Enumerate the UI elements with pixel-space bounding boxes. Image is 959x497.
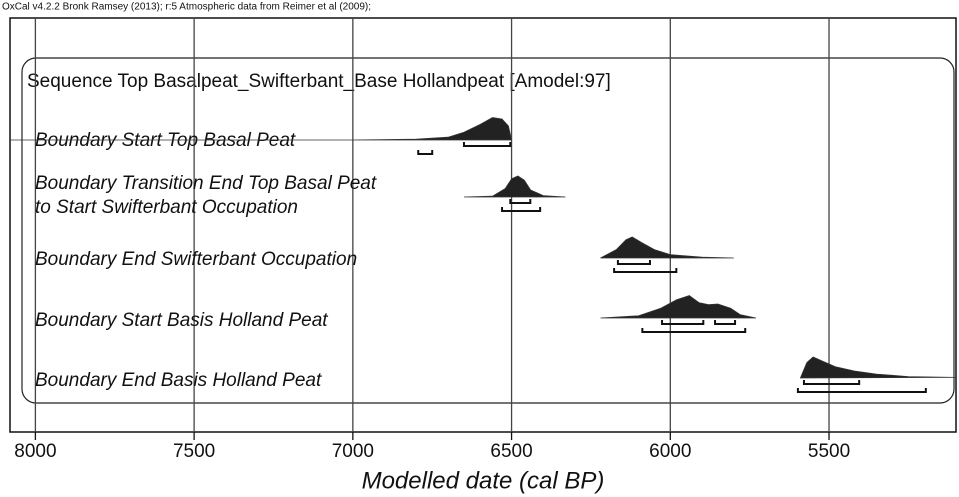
range-bar [714, 320, 737, 325]
range-bar [641, 328, 747, 333]
plot-frame [9, 17, 957, 433]
range-bar [417, 150, 434, 155]
range-bar [462, 142, 512, 147]
boundary-label: Boundary Start Basis Holland Peat [35, 310, 328, 331]
x-tick-label: 6000 [649, 441, 691, 462]
range-bar [613, 268, 678, 273]
x-tick-label: 7000 [332, 441, 374, 462]
x-tick-label: 7500 [173, 441, 215, 462]
range-bar [501, 207, 542, 212]
range-bar [802, 380, 861, 385]
distribution [10, 117, 513, 141]
boundary-label: Boundary Transition End Top Basal Peat [35, 173, 377, 194]
boundary-label: to Start Swifterbant Occupation [35, 197, 298, 218]
distribution [600, 295, 757, 319]
x-tick-label: 5500 [808, 441, 850, 462]
range-bar [616, 260, 651, 265]
boundary-label: Boundary End Swifterbant Occupation [35, 249, 357, 270]
range-bar [796, 388, 927, 393]
x-tick-label: 6500 [490, 441, 532, 462]
header: OxCal v4.2.2 Bronk Ramsey (2013); r:5 At… [2, 2, 371, 13]
boundary-label: Boundary End Basis Holland Peat [35, 370, 322, 391]
sequence-box [21, 57, 955, 404]
range-bar [661, 320, 705, 325]
x-tick-label: 8000 [14, 441, 56, 462]
distribution [600, 236, 734, 259]
x-axis-title: Modelled date (cal BP) [362, 467, 605, 494]
sequence-title: Sequence Top Basalpeat_Swifterbant_Base … [27, 71, 611, 92]
distribution [463, 175, 566, 198]
range-bar [509, 199, 532, 204]
distribution [799, 356, 957, 379]
boundary-label: Boundary Start Top Basal Peat [35, 130, 296, 151]
